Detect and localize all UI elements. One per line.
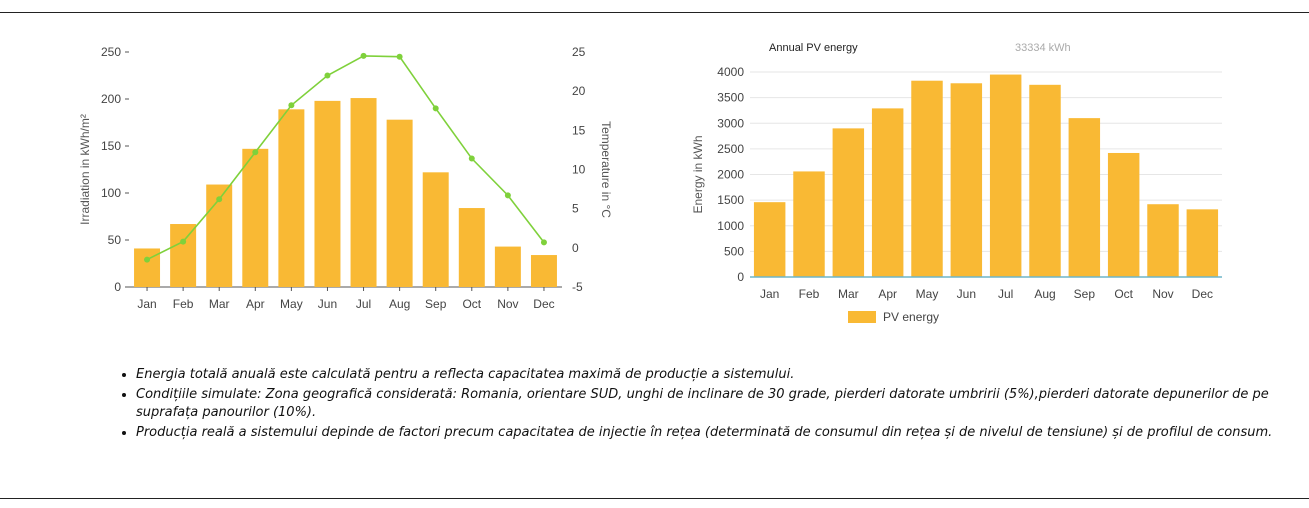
legend-swatch [848,311,876,323]
y-axis-label: Irradiation in kWh/m² [78,114,92,225]
chart-title: Annual PV energy [769,42,858,54]
y-tick-label: 3000 [717,116,744,130]
temperature-line [146,55,545,261]
temperature-point [144,256,151,263]
y2-axis-label: Temperature in °C [599,121,613,218]
pv-energy-chart: Annual PV energy 33334 kWh 0 500 1000 1500 200… [680,16,1240,336]
y-tick-label: 150 [101,139,121,153]
temperature-point [216,196,223,203]
top-divider [0,12,1309,13]
y2-tick-label: -5 [572,280,583,294]
irradiation-bar [422,172,449,287]
note-item: Producția reală a sistemului depinde de … [136,424,1276,442]
pv-energy-bar [1107,152,1140,277]
x-tick-label: Oct [1114,287,1133,301]
x-tick-label: Jun [957,287,976,301]
temperature-point [252,149,259,156]
x-tick-label: Feb [799,287,820,301]
temperature-point [360,52,367,59]
irradiation-bar [170,224,197,287]
pv-energy-bar [1029,84,1061,277]
temperature-point [432,105,439,112]
x-tick-label: Jan [760,287,779,301]
irradiation-bar [350,98,377,287]
y2-tick-label: 25 [572,45,586,59]
y2-tick-label: 0 [572,241,579,255]
y-tick-label: 100 [101,186,121,200]
y-tick-label: 500 [724,244,744,258]
note-item: Condițiile simulate: Zona geografică con… [136,386,1276,422]
irradiation-bar [458,208,485,287]
pv-energy-bar [793,171,825,277]
y-tick-label: 0 [114,280,121,294]
pv-energy-bar [1186,209,1219,277]
y-tick-label: 50 [108,233,122,247]
x-tick-label: Jul [356,297,371,311]
x-tick-label: Jan [137,297,156,311]
irradiation-bar [386,119,413,288]
x-tick-label: Jul [998,287,1013,301]
temperature-point [288,102,295,109]
pv-energy-bar [753,202,786,277]
bottom-divider [0,498,1309,499]
x-tick-label: Jun [318,297,337,311]
x-tick-label: Sep [1074,287,1096,301]
irradiation-bar [314,100,341,287]
x-tick-label: Mar [838,287,859,301]
temperature-point [540,239,547,246]
note-item: Energia totală anuală este calculată pen… [136,366,1276,384]
pv-energy-bar [911,80,943,278]
x-tick-label: Nov [497,297,518,311]
irradiation-bar [530,255,557,287]
x-tick-label: May [916,287,939,301]
irradiation-bar [242,148,269,287]
y-tick-label: 1000 [717,219,744,233]
temperature-point [468,155,475,162]
y-tick-label: 200 [101,92,121,106]
x-tick-label: May [280,297,303,311]
temperature-point [504,192,511,199]
pv-energy-bar [832,128,865,277]
pv-energy-chart-svg: Annual PV energy 33334 kWh 0 500 1000 1500 200… [691,42,1222,324]
legend-label: PV energy [883,310,939,324]
y-tick-label: 250 [101,45,121,59]
y-tick-label: 2500 [717,142,744,156]
irradiation-bar [278,109,305,287]
y-tick-label: 1500 [717,193,744,207]
temperature-point [396,53,403,60]
temperature-point [324,72,331,79]
x-tick-label: Sep [425,297,447,311]
x-tick-label: Nov [1152,287,1173,301]
x-tick-label: Oct [462,297,481,311]
irradiation-temperature-chart: 0 50 100 150 200 250 -5 0 5 10 15 20 25 Jan Feb Mar Apr M… [75,22,655,348]
x-tick-label: Aug [1034,287,1055,301]
pv-energy-bar [950,83,983,278]
x-tick-label: Dec [533,297,554,311]
pv-energy-bar [1147,204,1179,277]
x-tick-label: Feb [173,297,194,311]
irradiation-bar [494,246,521,287]
x-tick-label: Aug [389,297,410,311]
x-tick-label: Mar [209,297,230,311]
y-tick-label: 4000 [717,65,744,79]
y2-tick-label: 10 [572,163,586,177]
x-tick-label: Apr [246,297,265,311]
pv-energy-bar [989,74,1022,277]
y2-tick-label: 5 [572,202,579,216]
pv-energy-bar [1068,118,1101,277]
y2-tick-label: 20 [572,84,586,98]
temperature-point [180,238,187,245]
y-tick-label: 2000 [717,168,744,182]
x-tick-label: Dec [1192,287,1213,301]
y-tick-label: 0 [737,270,744,284]
pv-energy-bar [871,108,904,277]
y2-tick-label: 15 [572,123,586,137]
x-tick-label: Apr [878,287,897,301]
irradiation-chart-svg: 0 50 100 150 200 250 -5 0 5 10 15 20 25 Jan Feb Mar Apr M… [78,45,613,311]
y-tick-label: 3500 [717,91,744,105]
notes-list: Energia totală anuală este calculată pen… [118,366,1276,444]
total-energy-value: 33334 kWh [1015,42,1071,54]
y-axis-label: Energy in kWh [691,135,705,213]
